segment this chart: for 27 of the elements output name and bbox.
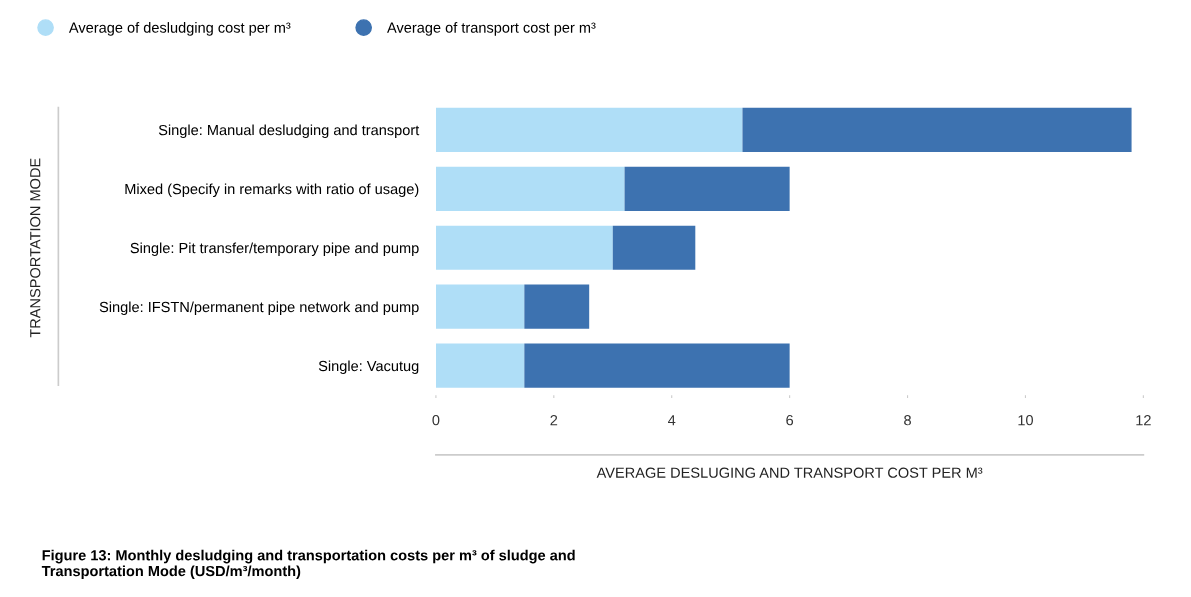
x-tick-label: 10 <box>1018 415 1033 426</box>
bar <box>742 107 1132 152</box>
caption: Figure 13: Monthly desludging and transportation costs per m³ of sludge and Transportation Mode (USD/m³/month) <box>41 549 575 580</box>
x-tick-label: 2 <box>550 415 558 426</box>
y-tick-label: Single: Pit transfer/temporary pipe and pump <box>130 242 419 257</box>
y-tick-label: Single: Vacutug <box>318 360 419 375</box>
x-tick-label: 0 <box>432 415 440 426</box>
bar <box>524 284 590 329</box>
bar <box>435 166 625 211</box>
legend-label: Average of desludging cost per m³ <box>68 22 291 36</box>
legend-label: Average of transport cost per m³ <box>387 22 596 36</box>
x-tick-label: 8 <box>904 415 911 426</box>
y-tick-label: Mixed (Specify in remarks with ratio of usage) <box>125 183 419 198</box>
bar <box>624 166 790 211</box>
x-tick-label: 4 <box>668 415 676 426</box>
x-tick-label: 6 <box>786 415 794 426</box>
x-axis-title: AVERAGE DESLUGING AND TRANSPORT COST PER M³ <box>596 467 983 478</box>
x-tick-label: 12 <box>1136 415 1151 426</box>
y-tick-label: Single: Manual desludging and transport <box>158 124 420 139</box>
bar <box>435 107 743 152</box>
bar <box>612 225 696 270</box>
bar <box>435 225 613 270</box>
bar <box>524 343 790 388</box>
y-axis-title: TRANSPORTATION MODE <box>30 158 41 338</box>
y-tick-label: Single: IFSTN/permanent pipe network and pump <box>99 301 419 316</box>
bar <box>435 284 525 329</box>
bar <box>435 343 525 388</box>
